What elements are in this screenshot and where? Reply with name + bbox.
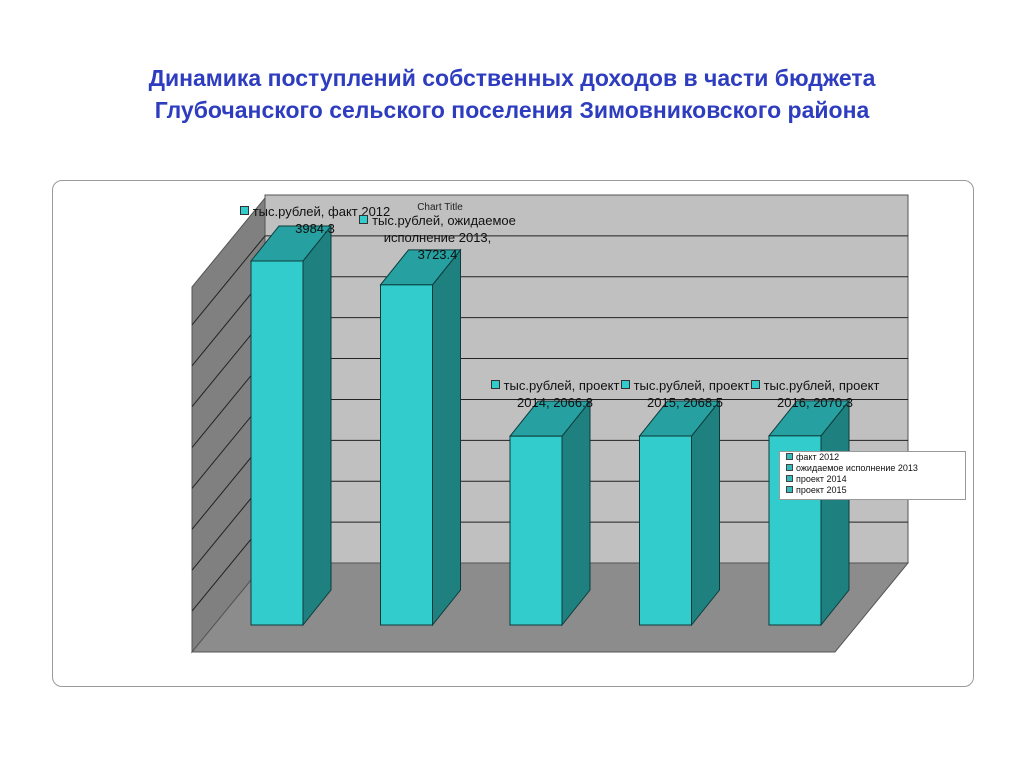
legend-item: проект 2015 — [780, 485, 965, 496]
label-swatch-icon — [240, 206, 249, 215]
legend-swatch-icon — [786, 464, 793, 471]
bar — [640, 436, 692, 625]
data-label-line: тыс.рублей, ожидаемое — [340, 212, 535, 229]
bar — [510, 436, 562, 625]
bar-side — [303, 226, 331, 625]
data-label: тыс.рублей, ожидаемое исполнение 2013, 372… — [340, 212, 535, 263]
bar — [381, 285, 433, 625]
label-swatch-icon — [621, 380, 630, 389]
chart-legend: факт 2012 ожидаемое исполнение 2013 прое… — [779, 451, 966, 500]
bar-side — [433, 250, 461, 625]
legend-label: проект 2015 — [796, 485, 847, 495]
data-label-text: 3723.4 — [418, 247, 458, 262]
data-label: тыс.рублей, проект 2016, 2070.3 — [730, 377, 900, 411]
data-label-text: 3984.3 — [295, 221, 335, 236]
data-label-text: тыс.рублей, проект — [764, 378, 880, 393]
legend-item: проект 2014 — [780, 474, 965, 485]
legend-label: ожидаемое исполнение 2013 — [796, 463, 918, 473]
legend-item: ожидаемое исполнение 2013 — [780, 463, 965, 474]
bar-side — [692, 401, 720, 625]
data-label-line: 2016, 2070.3 — [730, 394, 900, 411]
legend-swatch-icon — [786, 486, 793, 493]
legend-label: факт 2012 — [796, 452, 839, 462]
label-swatch-icon — [359, 215, 368, 224]
label-swatch-icon — [491, 380, 500, 389]
legend-label: проект 2014 — [796, 474, 847, 484]
legend-item: факт 2012 — [780, 452, 965, 463]
data-label-text: исполнение 2013, — [384, 230, 492, 245]
legend-swatch-icon — [786, 475, 793, 482]
data-label-text: 2016, 2070.3 — [777, 395, 853, 410]
bar-side — [562, 401, 590, 625]
data-label-line: тыс.рублей, проект — [730, 377, 900, 394]
bar-side — [821, 401, 849, 625]
data-label-line: исполнение 2013, — [340, 229, 535, 246]
data-label-line: 3723.4 — [340, 246, 535, 263]
data-label-text: тыс.рублей, ожидаемое — [372, 213, 516, 228]
data-label-text: 2015, 2068.5 — [647, 395, 723, 410]
data-label-text: 2014, 2066.8 — [517, 395, 593, 410]
label-swatch-icon — [751, 380, 760, 389]
legend-swatch-icon — [786, 453, 793, 460]
bar — [251, 261, 303, 625]
